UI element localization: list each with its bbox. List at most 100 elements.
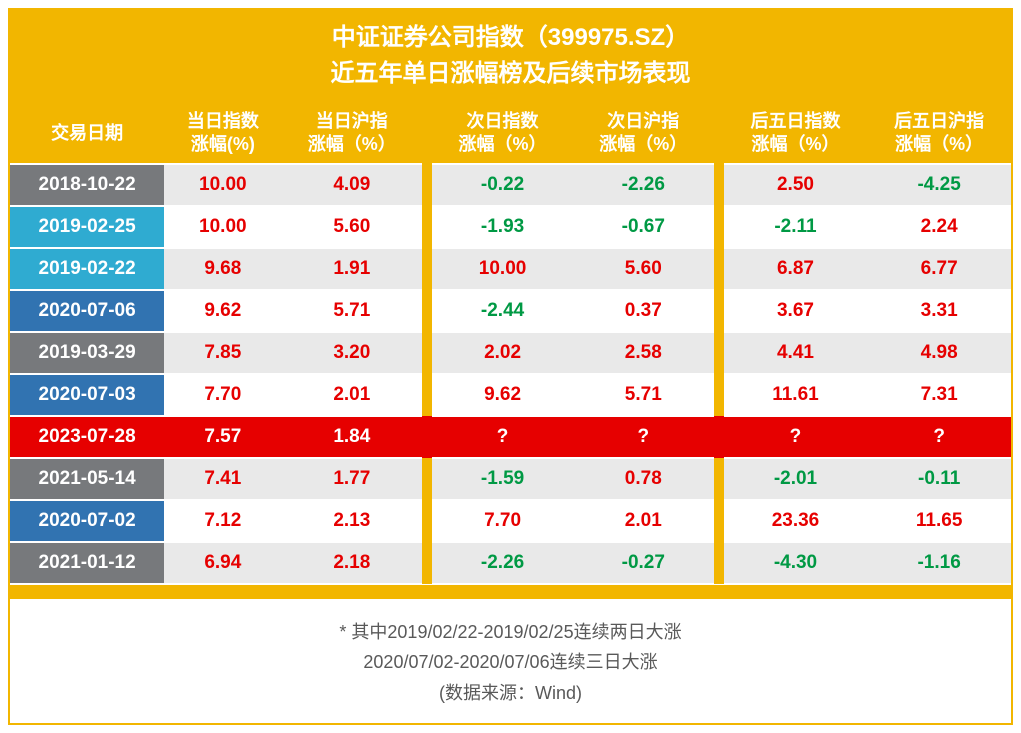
footer-line-2: 2020/07/02-2020/07/06连续三日大涨 — [10, 647, 1011, 678]
value-cell: -2.26 — [432, 542, 573, 584]
value-cell: 1.77 — [281, 458, 422, 500]
col-gap — [714, 374, 724, 416]
date-cell: 2019-02-22 — [10, 248, 164, 290]
value-cell: 7.85 — [164, 332, 281, 374]
date-cell: 2021-05-14 — [10, 458, 164, 500]
value-cell: 7.12 — [164, 500, 281, 542]
value-cell: 10.00 — [164, 164, 281, 206]
value-cell: ? — [573, 416, 714, 458]
value-cell: 7.70 — [432, 500, 573, 542]
value-cell: 7.41 — [164, 458, 281, 500]
date-cell: 2021-01-12 — [10, 542, 164, 584]
value-cell: -0.27 — [573, 542, 714, 584]
value-cell: 2.01 — [281, 374, 422, 416]
value-cell: -0.11 — [867, 458, 1011, 500]
col-gap — [422, 104, 432, 164]
value-cell: -2.01 — [724, 458, 868, 500]
table-header: 交易日期当日指数涨幅(%)当日沪指涨幅（%）次日指数涨幅（%）次日沪指涨幅（%）… — [10, 104, 1011, 164]
col-gap — [422, 500, 432, 542]
table-row: 2019-02-229.681.9110.005.606.876.77 — [10, 248, 1011, 290]
table-row: 2020-07-069.625.71-2.440.373.673.31 — [10, 290, 1011, 332]
value-cell: -2.26 — [573, 164, 714, 206]
value-cell: 5.71 — [281, 290, 422, 332]
title-block: 中证证券公司指数（399975.SZ） 近五年单日涨幅榜及后续市场表现 — [10, 10, 1011, 104]
value-cell: 11.65 — [867, 500, 1011, 542]
table-row: 2019-02-2510.005.60-1.93-0.67-2.112.24 — [10, 206, 1011, 248]
col-header-date: 交易日期 — [10, 104, 164, 164]
value-cell: 9.62 — [432, 374, 573, 416]
col-gap — [422, 542, 432, 584]
value-cell: 6.94 — [164, 542, 281, 584]
date-cell: 2020-07-06 — [10, 290, 164, 332]
value-cell: 11.61 — [724, 374, 868, 416]
footer-line-1: * 其中2019/02/22-2019/02/25连续两日大涨 — [10, 617, 1011, 648]
value-cell: ? — [432, 416, 573, 458]
date-cell: 2019-03-29 — [10, 332, 164, 374]
table-body: 2018-10-2210.004.09-0.22-2.262.50-4.2520… — [10, 164, 1011, 584]
col-header-c2: 当日沪指涨幅（%） — [281, 104, 422, 164]
value-cell: 5.71 — [573, 374, 714, 416]
table-row: 2023-07-287.571.84???? — [10, 416, 1011, 458]
table-row: 2020-07-037.702.019.625.7111.617.31 — [10, 374, 1011, 416]
value-cell: 3.67 — [724, 290, 868, 332]
footer-line-3: (数据来源：Wind) — [10, 678, 1011, 709]
value-cell: 7.70 — [164, 374, 281, 416]
col-gap — [714, 542, 724, 584]
col-gap — [422, 416, 432, 458]
value-cell: 3.20 — [281, 332, 422, 374]
value-cell: -4.30 — [724, 542, 868, 584]
value-cell: 2.58 — [573, 332, 714, 374]
table-row: 2018-10-2210.004.09-0.22-2.262.50-4.25 — [10, 164, 1011, 206]
value-cell: 2.50 — [724, 164, 868, 206]
table-row: 2019-03-297.853.202.022.584.414.98 — [10, 332, 1011, 374]
col-header-c6: 后五日沪指涨幅（%） — [867, 104, 1011, 164]
col-gap — [714, 500, 724, 542]
value-cell: 7.57 — [164, 416, 281, 458]
col-gap — [422, 458, 432, 500]
date-cell: 2018-10-22 — [10, 164, 164, 206]
value-cell: 10.00 — [432, 248, 573, 290]
table-container: 中证证券公司指数（399975.SZ） 近五年单日涨幅榜及后续市场表现 交易日期… — [8, 8, 1013, 725]
value-cell: 1.84 — [281, 416, 422, 458]
value-cell: 4.09 — [281, 164, 422, 206]
value-cell: 3.31 — [867, 290, 1011, 332]
value-cell: 5.60 — [281, 206, 422, 248]
table-row: 2020-07-027.122.137.702.0123.3611.65 — [10, 500, 1011, 542]
col-header-c3: 次日指数涨幅（%） — [432, 104, 573, 164]
footer-notes: * 其中2019/02/22-2019/02/25连续两日大涨 2020/07/… — [10, 599, 1011, 723]
col-gap — [422, 206, 432, 248]
col-gap — [714, 248, 724, 290]
value-cell: -4.25 — [867, 164, 1011, 206]
col-gap — [714, 332, 724, 374]
value-cell: 2.24 — [867, 206, 1011, 248]
footer-bar — [10, 585, 1011, 599]
value-cell: 6.77 — [867, 248, 1011, 290]
value-cell: -2.44 — [432, 290, 573, 332]
value-cell: 5.60 — [573, 248, 714, 290]
date-cell: 2019-02-25 — [10, 206, 164, 248]
col-gap — [422, 248, 432, 290]
date-cell: 2020-07-02 — [10, 500, 164, 542]
value-cell: 7.31 — [867, 374, 1011, 416]
value-cell: 9.62 — [164, 290, 281, 332]
col-gap — [422, 164, 432, 206]
title-line-1: 中证证券公司指数（399975.SZ） — [10, 20, 1011, 56]
col-gap — [714, 104, 724, 164]
value-cell: 23.36 — [724, 500, 868, 542]
col-gap — [422, 290, 432, 332]
col-gap — [714, 458, 724, 500]
value-cell: 2.13 — [281, 500, 422, 542]
col-header-c1: 当日指数涨幅(%) — [164, 104, 281, 164]
col-header-c4: 次日沪指涨幅（%） — [573, 104, 714, 164]
value-cell: 4.41 — [724, 332, 868, 374]
value-cell: 2.02 — [432, 332, 573, 374]
value-cell: -2.11 — [724, 206, 868, 248]
value-cell: 2.01 — [573, 500, 714, 542]
date-cell: 2020-07-03 — [10, 374, 164, 416]
value-cell: -1.59 — [432, 458, 573, 500]
value-cell: 0.78 — [573, 458, 714, 500]
value-cell: 0.37 — [573, 290, 714, 332]
value-cell: 1.91 — [281, 248, 422, 290]
title-line-2: 近五年单日涨幅榜及后续市场表现 — [10, 56, 1011, 92]
value-cell: 9.68 — [164, 248, 281, 290]
